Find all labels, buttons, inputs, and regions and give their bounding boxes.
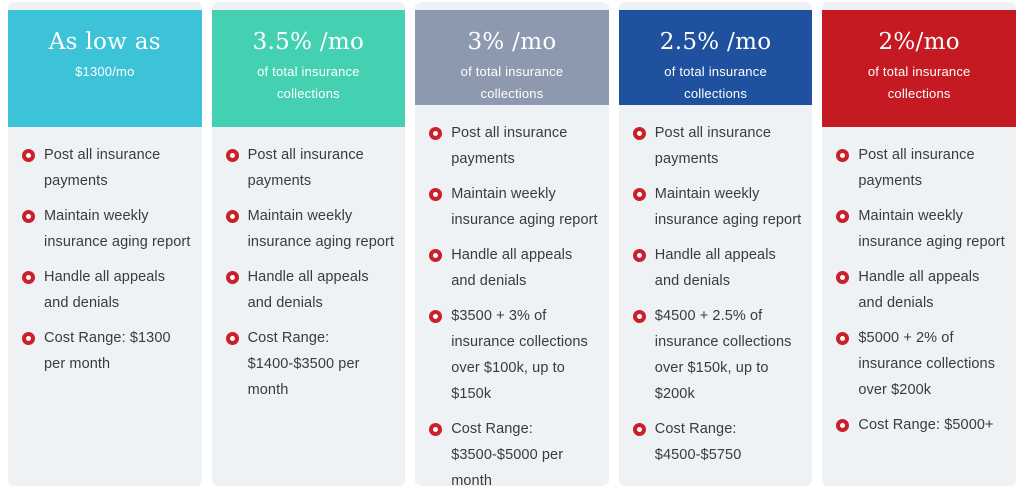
- feature-item: Cost Range: $5000+: [835, 412, 1005, 438]
- card-subtitle: of total insurance collections: [664, 64, 767, 101]
- feature-text: Maintain weekly insurance aging report: [247, 208, 395, 250]
- feature-text: Maintain weekly insurance aging report: [451, 186, 598, 228]
- feature-item: Handle all appeals and denials: [632, 242, 802, 294]
- feature-item: $3500 + 3% of insurance collections over…: [428, 303, 598, 407]
- bullet-target-icon: [836, 419, 850, 432]
- card-subtitle: of total insurance collections: [257, 64, 360, 101]
- bullet-target-icon: [22, 149, 35, 162]
- bullet-target-icon: [836, 149, 850, 162]
- card-title: 3.5% /mo: [252, 29, 365, 55]
- bullet-target-icon: [429, 249, 443, 262]
- bullet-target-icon: [22, 271, 35, 284]
- bullet-target-icon: [429, 127, 443, 140]
- feature-item: Handle all appeals and denials: [428, 242, 598, 294]
- bullet-target-icon: [429, 188, 443, 201]
- feature-item: Cost Range: $3500-$5000 per month: [428, 416, 598, 486]
- feature-item: $4500 + 2.5% of insurance collections ov…: [632, 303, 802, 407]
- bullet-target-icon: [225, 210, 239, 223]
- feature-item: Handle all appeals and denials: [225, 264, 395, 316]
- feature-list: Post all insurance payments Maintain wee…: [822, 127, 1016, 457]
- feature-text: Maintain weekly insurance aging report: [858, 208, 1005, 250]
- card-header: 3% /mo of total insurance collections: [415, 10, 609, 105]
- feature-item: Maintain weekly insurance aging report: [835, 203, 1005, 255]
- bullet-target-icon: [225, 149, 239, 162]
- bullet-target-icon: [632, 249, 646, 262]
- bullet-target-icon: [632, 188, 646, 201]
- feature-list: Post all insurance payments Maintain wee…: [415, 105, 609, 486]
- card-title: 2.5% /mo: [659, 29, 772, 55]
- feature-item: Post all insurance payments: [21, 142, 191, 194]
- feature-text: Post all insurance payments: [44, 147, 161, 189]
- card-header: As low as $1300/mo: [8, 10, 202, 127]
- bullet-target-icon: [836, 271, 850, 284]
- feature-item: Handle all appeals and denials: [835, 264, 1005, 316]
- feature-item: Maintain weekly insurance aging report: [428, 181, 598, 233]
- feature-item: Cost Range: $4500-$5750: [632, 416, 802, 468]
- bullet-target-icon: [225, 332, 239, 345]
- card-subtitle: $1300/mo: [75, 64, 135, 79]
- bullet-target-icon: [429, 423, 443, 436]
- feature-item: Cost Range: $1300 per month: [21, 325, 191, 377]
- pricing-card: As low as $1300/mo Post all insurance pa…: [8, 2, 202, 486]
- feature-item: Maintain weekly insurance aging report: [21, 203, 191, 255]
- feature-text: Cost Range: $1400-$3500 per month: [247, 330, 360, 398]
- feature-text: Handle all appeals and denials: [247, 269, 369, 311]
- pricing-card: 2.5% /mo of total insurance collections …: [618, 2, 813, 486]
- bullet-target-icon: [836, 210, 850, 223]
- feature-list: Post all insurance payments Maintain wee…: [8, 127, 202, 396]
- feature-text: Post all insurance payments: [247, 147, 364, 189]
- bullet-target-icon: [22, 332, 35, 345]
- feature-text: $3500 + 3% of insurance collections over…: [451, 308, 588, 402]
- feature-text: Handle all appeals and denials: [451, 247, 573, 289]
- bullet-target-icon: [632, 423, 646, 436]
- feature-item: Post all insurance payments: [225, 142, 395, 194]
- feature-item: Cost Range: $1400-$3500 per month: [225, 325, 395, 403]
- card-header: 3.5% /mo of total insurance collections: [211, 10, 406, 127]
- feature-text: $5000 + 2% of insurance collections over…: [858, 330, 996, 398]
- pricing-card: 2%/mo of total insurance collections Pos…: [822, 2, 1016, 486]
- feature-list: Post all insurance payments Maintain wee…: [212, 127, 406, 422]
- feature-text: Post all insurance payments: [451, 125, 568, 167]
- feature-text: Post all insurance payments: [858, 147, 975, 189]
- bullet-target-icon: [632, 310, 646, 323]
- card-title: 3% /mo: [467, 29, 557, 55]
- card-header: 2%/mo of total insurance collections: [822, 10, 1016, 127]
- feature-text: Handle all appeals and denials: [44, 269, 166, 311]
- card-subtitle: of total insurance collections: [460, 64, 564, 101]
- feature-text: Handle all appeals and denials: [858, 269, 980, 311]
- card-header: 2.5% /mo of total insurance collections: [618, 10, 813, 105]
- feature-item: Post all insurance payments: [428, 120, 598, 172]
- feature-text: Maintain weekly insurance aging report: [654, 186, 802, 228]
- card-title: As low as: [48, 29, 161, 55]
- feature-text: Post all insurance payments: [654, 125, 772, 167]
- feature-item: Maintain weekly insurance aging report: [225, 203, 395, 255]
- pricing-card: 3% /mo of total insurance collections Po…: [415, 2, 609, 486]
- pricing-card: 3.5% /mo of total insurance collections …: [211, 2, 406, 486]
- feature-item: Post all insurance payments: [835, 142, 1005, 194]
- feature-item: $5000 + 2% of insurance collections over…: [835, 325, 1005, 403]
- bullet-target-icon: [836, 332, 850, 345]
- feature-text: Cost Range: $1300 per month: [44, 330, 171, 372]
- bullet-target-icon: [632, 127, 646, 140]
- feature-text: Cost Range: $4500-$5750: [654, 421, 742, 463]
- feature-list: Post all insurance payments Maintain wee…: [619, 105, 813, 486]
- feature-item: Post all insurance payments: [632, 120, 802, 172]
- card-title: 2%/mo: [878, 29, 960, 55]
- feature-text: $4500 + 2.5% of insurance collections ov…: [654, 308, 792, 402]
- bullet-target-icon: [429, 310, 443, 323]
- feature-item: Handle all appeals and denials: [21, 264, 191, 316]
- feature-text: Cost Range: $5000+: [858, 417, 994, 433]
- card-subtitle: of total insurance collections: [867, 64, 971, 101]
- bullet-target-icon: [225, 271, 239, 284]
- feature-text: Maintain weekly insurance aging report: [44, 208, 191, 250]
- bullet-target-icon: [22, 210, 35, 223]
- feature-item: Maintain weekly insurance aging report: [632, 181, 802, 233]
- feature-text: Cost Range: $3500-$5000 per month: [451, 421, 564, 486]
- feature-text: Handle all appeals and denials: [654, 247, 776, 289]
